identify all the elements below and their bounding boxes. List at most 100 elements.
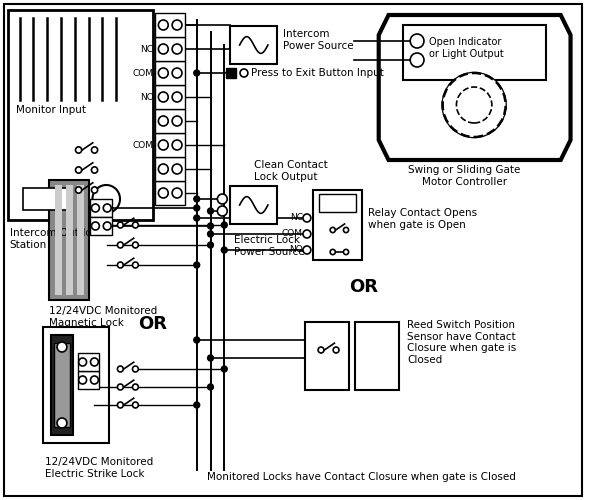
Text: Monitor Input: Monitor Input bbox=[15, 105, 86, 115]
Circle shape bbox=[117, 242, 123, 248]
Circle shape bbox=[132, 262, 138, 268]
Circle shape bbox=[303, 246, 311, 254]
Circle shape bbox=[159, 188, 168, 198]
Bar bbox=[49, 180, 89, 300]
Text: NC: NC bbox=[290, 214, 303, 222]
Bar bbox=[44, 327, 109, 443]
Circle shape bbox=[132, 222, 138, 228]
Circle shape bbox=[172, 20, 182, 30]
Circle shape bbox=[343, 250, 349, 254]
Polygon shape bbox=[378, 15, 570, 160]
Circle shape bbox=[103, 204, 111, 212]
Bar bbox=[156, 61, 185, 85]
Bar bbox=[355, 322, 399, 390]
Circle shape bbox=[194, 196, 200, 202]
Circle shape bbox=[91, 187, 98, 193]
Circle shape bbox=[410, 34, 424, 48]
Bar bbox=[77, 353, 100, 371]
Text: Open Indicator
or Light Output: Open Indicator or Light Output bbox=[429, 37, 504, 58]
Bar bbox=[230, 186, 277, 224]
Circle shape bbox=[303, 230, 311, 238]
Circle shape bbox=[117, 384, 123, 390]
Circle shape bbox=[318, 347, 324, 353]
Circle shape bbox=[117, 262, 123, 268]
Circle shape bbox=[159, 92, 168, 102]
Circle shape bbox=[172, 164, 182, 174]
Circle shape bbox=[117, 402, 123, 408]
Circle shape bbox=[79, 358, 86, 366]
Circle shape bbox=[79, 376, 86, 384]
Circle shape bbox=[159, 44, 168, 54]
Bar bbox=[23, 188, 72, 210]
Circle shape bbox=[194, 262, 200, 268]
Bar bbox=[156, 37, 185, 61]
Bar bbox=[66, 185, 73, 295]
Circle shape bbox=[91, 147, 98, 153]
Bar bbox=[77, 185, 83, 295]
Bar bbox=[156, 133, 185, 157]
Circle shape bbox=[172, 68, 182, 78]
Circle shape bbox=[132, 402, 138, 408]
Text: NC: NC bbox=[141, 44, 153, 54]
Text: Reed Switch Position
Sensor have Contact
Closure when gate is
Closed: Reed Switch Position Sensor have Contact… bbox=[407, 320, 517, 365]
Text: Relay Contact Opens
when gate is Open: Relay Contact Opens when gate is Open bbox=[368, 208, 477, 230]
Text: Press to Exit Button Input: Press to Exit Button Input bbox=[251, 68, 384, 78]
Bar bbox=[55, 185, 62, 295]
Bar bbox=[8, 10, 153, 220]
Circle shape bbox=[91, 204, 100, 212]
Text: Monitored Locks have Contact Closure when gate is Closed: Monitored Locks have Contact Closure whe… bbox=[207, 472, 516, 482]
Circle shape bbox=[443, 73, 505, 137]
Bar bbox=[156, 85, 185, 109]
Circle shape bbox=[159, 116, 168, 126]
Bar bbox=[156, 109, 185, 133]
Circle shape bbox=[92, 185, 120, 213]
Text: OR: OR bbox=[349, 278, 378, 296]
Circle shape bbox=[457, 87, 492, 123]
Text: 12/24VDC Monitored
Electric Strike Lock: 12/24VDC Monitored Electric Strike Lock bbox=[45, 457, 154, 478]
Circle shape bbox=[221, 366, 227, 372]
Circle shape bbox=[172, 44, 182, 54]
Circle shape bbox=[91, 222, 100, 230]
Circle shape bbox=[172, 140, 182, 150]
Circle shape bbox=[132, 242, 138, 248]
Circle shape bbox=[194, 205, 200, 211]
Text: Swing or Sliding Gate
Motor Controller: Swing or Sliding Gate Motor Controller bbox=[408, 165, 520, 186]
Circle shape bbox=[218, 194, 227, 204]
Bar bbox=[51, 335, 73, 435]
Bar bbox=[77, 371, 100, 389]
Circle shape bbox=[159, 164, 168, 174]
Circle shape bbox=[172, 92, 182, 102]
Circle shape bbox=[207, 231, 213, 237]
Bar bbox=[230, 26, 277, 64]
Circle shape bbox=[343, 228, 349, 232]
Circle shape bbox=[91, 358, 98, 366]
Circle shape bbox=[76, 167, 82, 173]
Bar bbox=[313, 190, 362, 260]
Circle shape bbox=[91, 167, 98, 173]
Circle shape bbox=[76, 147, 82, 153]
Circle shape bbox=[443, 73, 505, 137]
Text: OR: OR bbox=[138, 315, 167, 333]
Circle shape bbox=[194, 70, 200, 76]
Bar bbox=[156, 13, 185, 37]
Circle shape bbox=[76, 187, 82, 193]
Bar bbox=[54, 343, 70, 427]
Circle shape bbox=[330, 228, 336, 232]
Circle shape bbox=[91, 376, 98, 384]
Circle shape bbox=[132, 384, 138, 390]
Circle shape bbox=[240, 69, 248, 77]
Circle shape bbox=[410, 53, 424, 67]
Circle shape bbox=[333, 347, 339, 353]
Circle shape bbox=[221, 247, 227, 253]
Text: NO: NO bbox=[289, 246, 303, 254]
Text: NO: NO bbox=[139, 92, 153, 102]
Text: Clean Contact
Lock Output: Clean Contact Lock Output bbox=[254, 160, 328, 182]
Bar bbox=[91, 199, 112, 217]
Circle shape bbox=[194, 215, 200, 221]
Circle shape bbox=[172, 116, 182, 126]
Circle shape bbox=[117, 366, 123, 372]
Circle shape bbox=[117, 222, 123, 228]
Text: Intercom
Power Source: Intercom Power Source bbox=[283, 29, 354, 51]
Text: 12/24VDC Monitored
Magnetic Lock: 12/24VDC Monitored Magnetic Lock bbox=[49, 306, 157, 328]
Circle shape bbox=[57, 418, 67, 428]
